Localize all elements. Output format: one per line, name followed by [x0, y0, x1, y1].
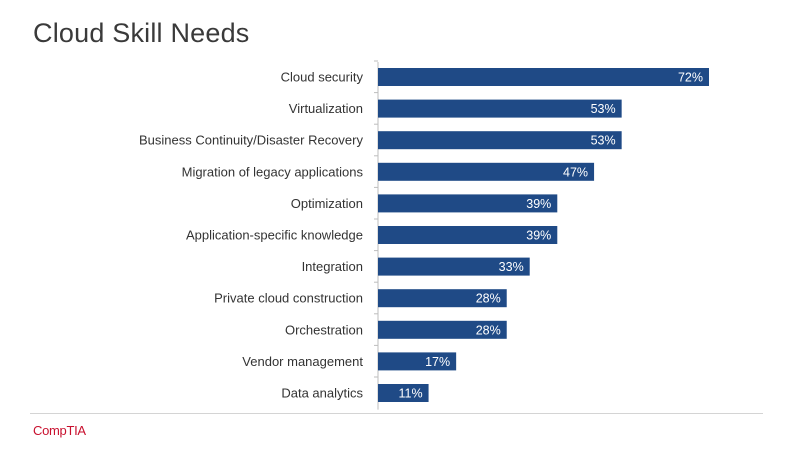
- bar: [378, 226, 558, 244]
- footer-divider: [30, 413, 763, 414]
- category-label: Cloud security: [281, 70, 364, 85]
- category-label: Application-specific knowledge: [186, 228, 363, 243]
- bar: [378, 289, 507, 308]
- data-label: 39%: [526, 197, 551, 211]
- bar: [378, 320, 507, 339]
- category-label: Private cloud construction: [214, 291, 363, 306]
- data-label: 28%: [476, 292, 501, 306]
- comptia-logo: CompTIA: [33, 423, 86, 438]
- data-label: 33%: [499, 260, 524, 274]
- category-label: Data analytics: [281, 386, 363, 401]
- data-label: 17%: [425, 355, 450, 369]
- category-label: Virtualization: [289, 101, 363, 116]
- bar: [378, 384, 429, 402]
- bar: [378, 194, 558, 213]
- axis-layer: [374, 60, 379, 410]
- data-label: 39%: [526, 229, 551, 243]
- page-title: Cloud Skill Needs: [33, 18, 250, 48]
- data-label: 47%: [563, 165, 588, 179]
- data-label: 28%: [476, 323, 501, 337]
- data-label: 53%: [591, 134, 616, 148]
- category-label: Business Continuity/Disaster Recovery: [139, 133, 363, 148]
- bar: [378, 257, 530, 276]
- category-label: Optimization: [291, 196, 363, 211]
- category-label: Vendor management: [242, 354, 363, 369]
- category-label: Migration of legacy applications: [182, 164, 364, 179]
- bar: [378, 352, 457, 371]
- bar: [378, 162, 595, 181]
- data-label: 11%: [398, 387, 422, 401]
- category-label: Integration: [302, 259, 363, 274]
- bar: [378, 131, 622, 150]
- data-label: 72%: [678, 71, 703, 85]
- bars-layer: Cloud security 72% Virtualization 53% Busine…: [139, 68, 709, 402]
- bar: [378, 99, 622, 118]
- bar: [378, 68, 709, 86]
- data-label: 53%: [591, 102, 616, 116]
- category-label: Orchestration: [285, 322, 363, 337]
